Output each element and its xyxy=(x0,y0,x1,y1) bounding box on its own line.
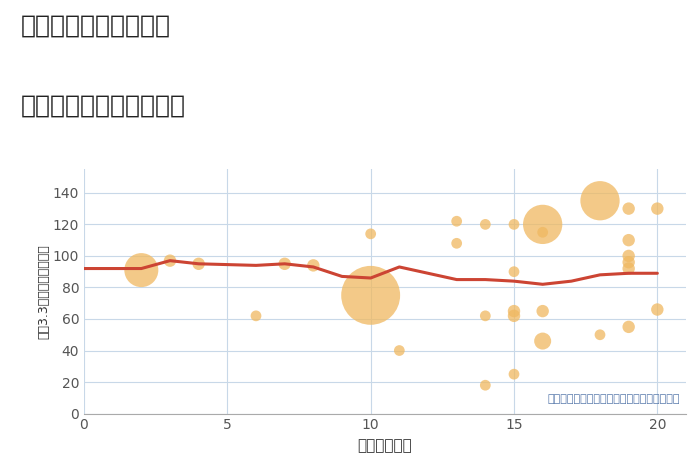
Text: 駅距離別中古戸建て価格: 駅距離別中古戸建て価格 xyxy=(21,94,186,118)
Point xyxy=(652,205,663,212)
Point xyxy=(451,240,462,247)
Point xyxy=(623,258,634,266)
Y-axis label: 坪（3.3㎡）単価（万円）: 坪（3.3㎡）単価（万円） xyxy=(37,244,50,339)
Point xyxy=(508,370,519,378)
Point xyxy=(594,331,606,338)
Point xyxy=(365,291,377,299)
Point xyxy=(251,312,262,320)
Point xyxy=(193,260,204,267)
Point xyxy=(164,257,176,265)
Point xyxy=(623,205,634,212)
Point xyxy=(480,312,491,320)
Point xyxy=(594,197,606,204)
Point xyxy=(451,218,462,225)
Point xyxy=(508,220,519,228)
Point xyxy=(393,347,405,354)
Point xyxy=(508,312,519,320)
Point xyxy=(623,252,634,260)
Point xyxy=(623,323,634,330)
Text: 円の大きさは、取引のあった物件面積を示す: 円の大きさは、取引のあった物件面積を示す xyxy=(547,394,680,404)
Point xyxy=(537,307,548,315)
Point xyxy=(537,228,548,236)
Point xyxy=(623,236,634,244)
Point xyxy=(365,230,377,238)
Point xyxy=(652,306,663,313)
Point xyxy=(279,260,290,267)
Point xyxy=(308,262,319,269)
Point xyxy=(537,220,548,228)
Point xyxy=(623,265,634,272)
Point xyxy=(508,268,519,275)
X-axis label: 駅距離（分）: 駅距離（分） xyxy=(358,438,412,453)
Text: 千葉県成田市東ノ台の: 千葉県成田市東ノ台の xyxy=(21,14,171,38)
Point xyxy=(480,382,491,389)
Point xyxy=(136,266,147,274)
Point xyxy=(480,220,491,228)
Point xyxy=(537,337,548,345)
Point xyxy=(508,307,519,315)
